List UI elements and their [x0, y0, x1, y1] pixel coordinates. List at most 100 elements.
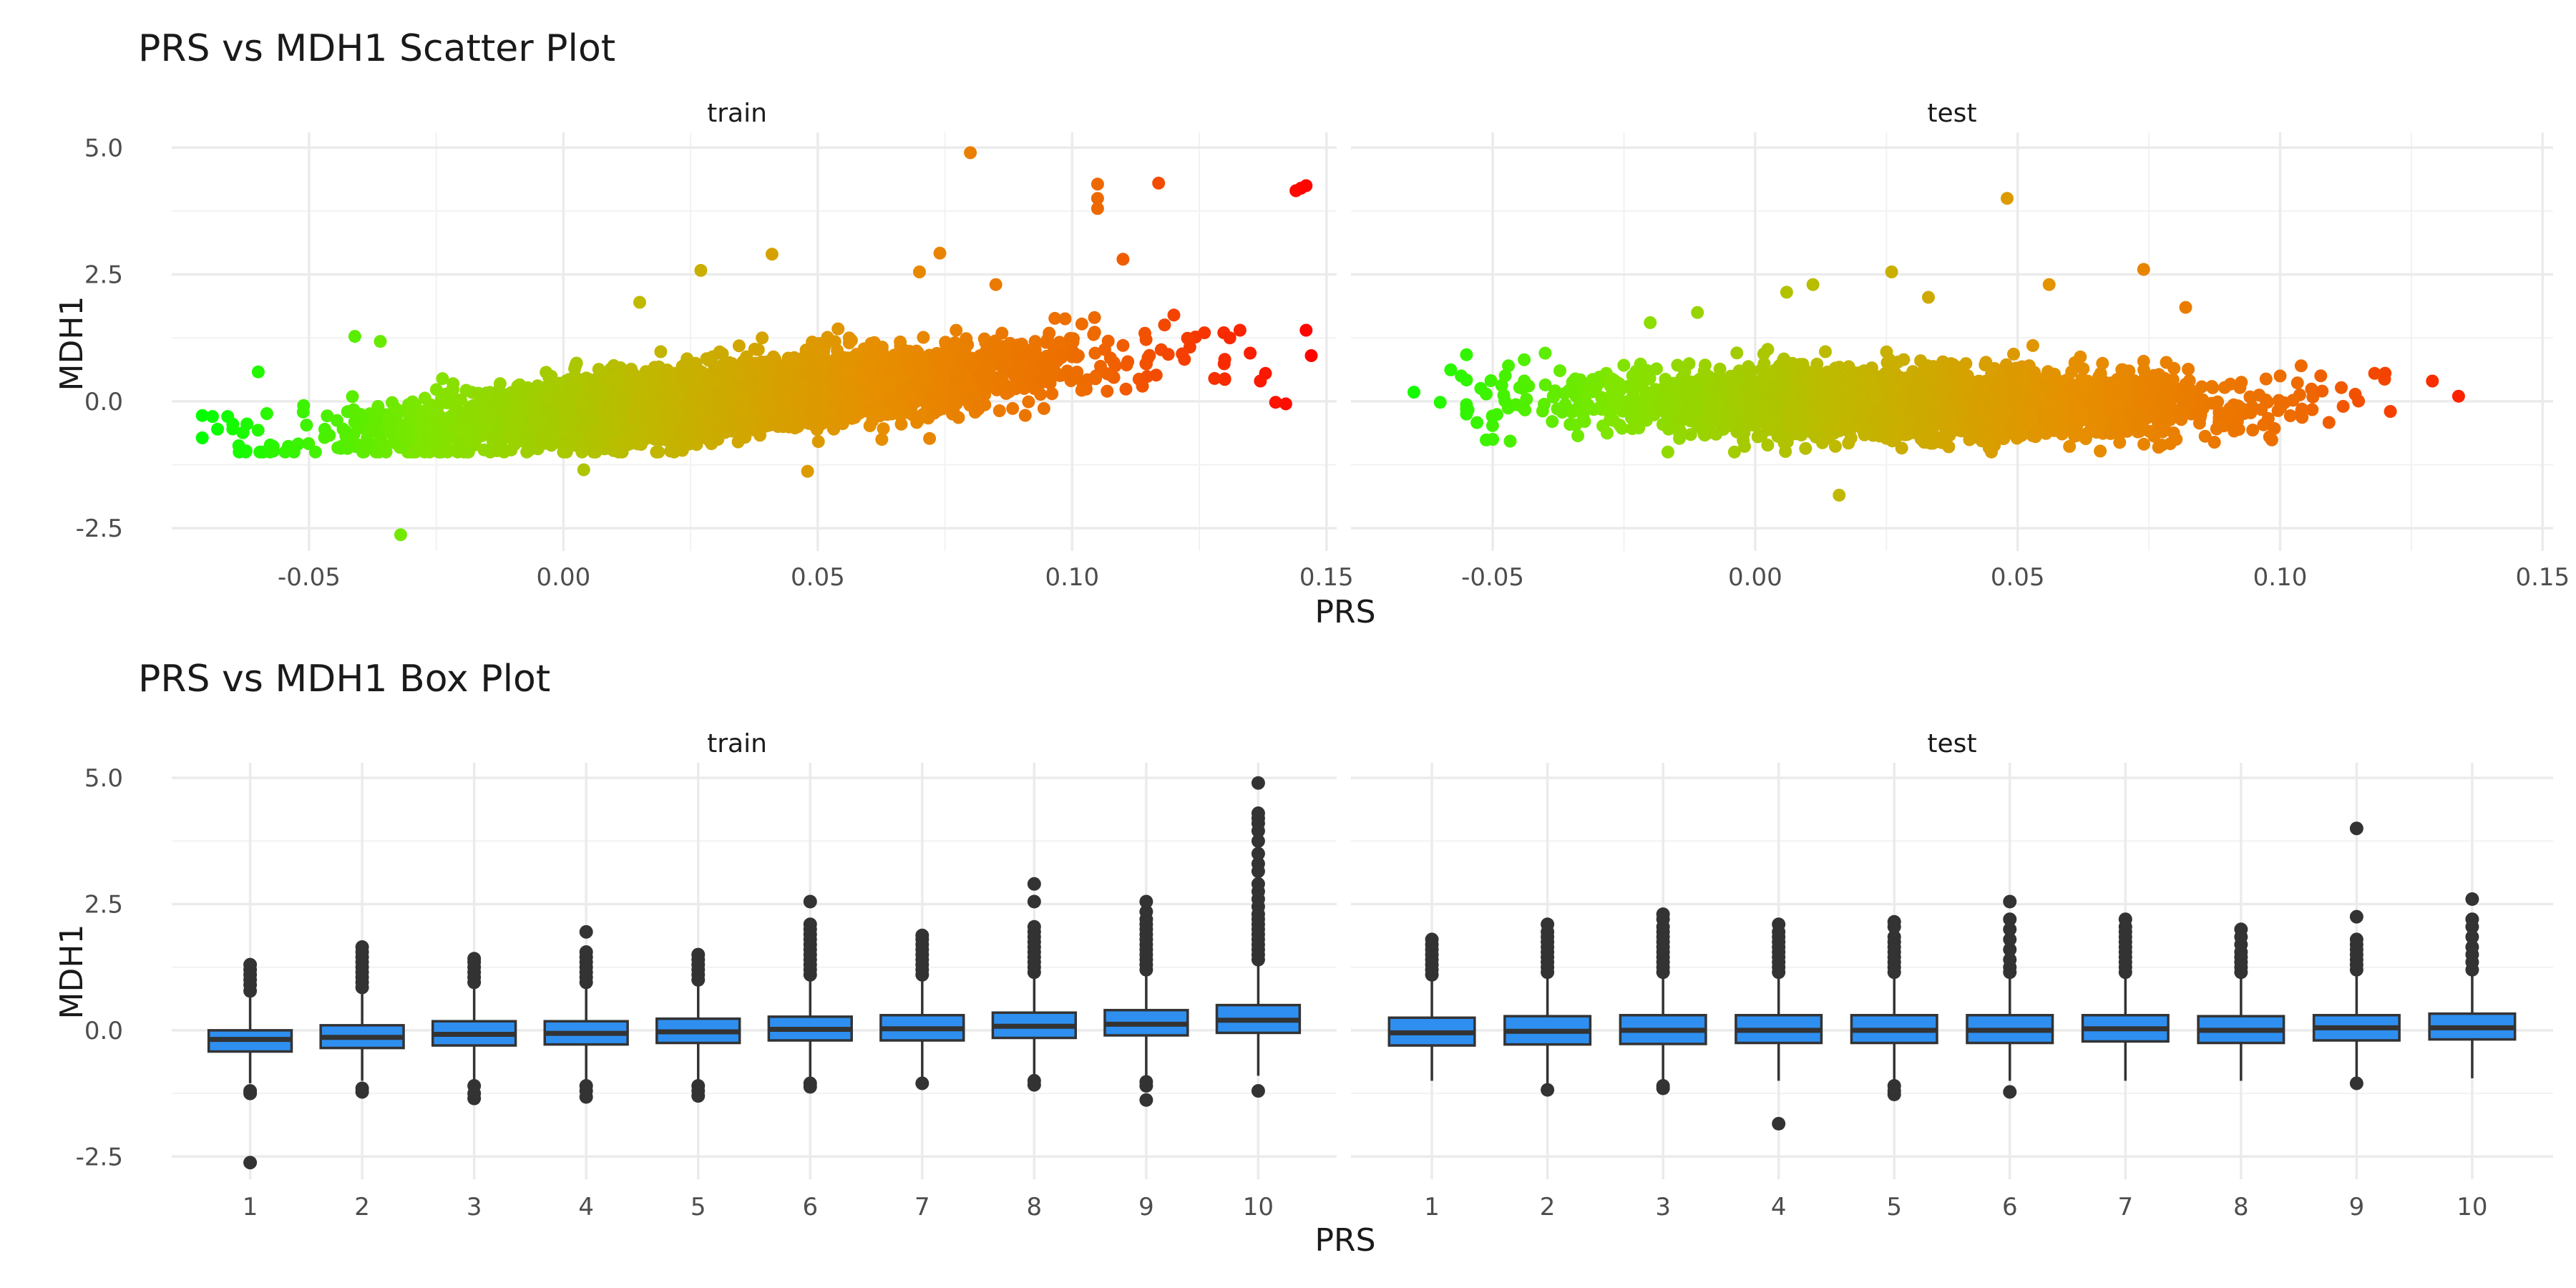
scatter-point: [569, 359, 582, 373]
scatter-point: [917, 331, 930, 344]
scatter-point: [386, 396, 399, 409]
scatter-point: [1058, 312, 1072, 326]
scatter-point: [842, 336, 856, 350]
scatter-strip-test: test: [1927, 99, 1976, 128]
scatter-point: [436, 372, 449, 386]
scatter-point: [1161, 348, 1175, 361]
scatter-point: [1089, 372, 1102, 386]
scatter-point: [1060, 364, 1074, 378]
scatter-point: [1001, 356, 1015, 369]
scatter-point: [1028, 346, 1042, 359]
scatter-point: [1075, 317, 1088, 331]
scatter-point: [1045, 387, 1059, 401]
scatter-point: [441, 411, 454, 425]
scatter-point: [321, 409, 334, 423]
scatter-point: [828, 335, 841, 348]
scatter-point: [226, 422, 240, 436]
scatter-point: [521, 381, 535, 394]
scatter-point: [386, 436, 400, 449]
scatter-x-tick-label: 0.10: [1045, 563, 1099, 592]
scatter-point: [253, 445, 267, 459]
scatter-point: [650, 445, 663, 459]
scatter-point: [826, 421, 840, 435]
scatter-point: [291, 437, 305, 451]
scatter-point: [605, 442, 618, 456]
scatter-point: [302, 437, 316, 450]
scatter-point: [1018, 409, 1032, 422]
scatter-point: [1022, 395, 1035, 409]
scatter-point: [370, 425, 384, 439]
scatter-point: [817, 344, 831, 358]
scatter-point: [429, 383, 443, 396]
scatter-point: [1006, 401, 1020, 415]
scatter-panel-train: -0.05 0.00 0.05 0.10 0.15: [172, 132, 1354, 592]
scatter-point: [877, 422, 890, 436]
scatter-point: [1218, 372, 1231, 386]
scatter-point: [1101, 384, 1114, 398]
scatter-point: [1108, 359, 1122, 373]
scatter-point: [1002, 385, 1016, 399]
scatter-point: [1013, 369, 1026, 382]
scatter-point: [1037, 401, 1050, 415]
scatter-point: [477, 443, 491, 457]
scatter-strip-train: train: [707, 99, 767, 128]
scatter-point: [1071, 349, 1085, 362]
scatter-point: [992, 371, 1005, 385]
scatter-point: [1178, 353, 1191, 366]
scatter-point: [589, 445, 602, 459]
scatter-point: [799, 343, 813, 357]
scatter-point: [1119, 382, 1133, 396]
scatter-point: [1138, 326, 1151, 340]
scatter-point: [951, 371, 965, 385]
scatter-point: [1136, 379, 1149, 393]
scatter-point: [732, 339, 746, 353]
scatter-x-tick-label: -0.05: [278, 563, 341, 592]
scatter-point: [977, 332, 991, 346]
scatter-point: [1041, 333, 1054, 346]
scatter-point: [947, 395, 960, 409]
scatter-point: [260, 407, 273, 420]
scatter-point: [857, 342, 871, 356]
scatter-point: [807, 417, 821, 431]
scatter-point: [1028, 362, 1040, 376]
scatter-point: [459, 384, 473, 397]
scatter-point: [1028, 335, 1042, 348]
scatter-point: [875, 341, 889, 354]
scatter-point: [647, 427, 660, 441]
scatter-point: [979, 384, 992, 396]
scatter-point: [1181, 331, 1194, 345]
scatter-point: [756, 331, 769, 345]
scatter-point: [607, 358, 620, 372]
scatter-point: [379, 445, 393, 459]
scatter-point: [371, 400, 385, 413]
scatter-point: [586, 380, 600, 394]
scatter-point: [1101, 367, 1114, 381]
scatter-point: [863, 419, 877, 432]
scatter-point: [987, 346, 1000, 360]
scatter-x-tick-label: 0.05: [791, 563, 845, 592]
scatter-point: [917, 353, 930, 367]
scatter-point: [1075, 384, 1088, 397]
scatter-x-tick-label: 0.00: [537, 563, 591, 592]
scatter-point: [421, 410, 435, 424]
scatter-point: [748, 342, 761, 356]
scatter-point: [753, 429, 767, 442]
scatter-point: [766, 350, 780, 364]
scatter-point: [1053, 336, 1066, 349]
scatter-point: [664, 444, 678, 458]
scatter-point: [331, 414, 343, 427]
scatter-x-tick-label: 0.15: [1299, 563, 1354, 592]
scatter-point: [960, 332, 973, 346]
scatter-point: [736, 355, 750, 369]
scatter-point: [1048, 311, 1062, 325]
scatter-point: [972, 403, 985, 416]
scatter-point: [1012, 354, 1025, 368]
scatter-point: [995, 326, 1009, 340]
scatter-point: [680, 355, 693, 369]
scatter-point: [731, 435, 745, 449]
scatter-point: [1088, 311, 1101, 324]
scatter-point: [1139, 357, 1153, 371]
scatter-point: [1034, 388, 1048, 401]
